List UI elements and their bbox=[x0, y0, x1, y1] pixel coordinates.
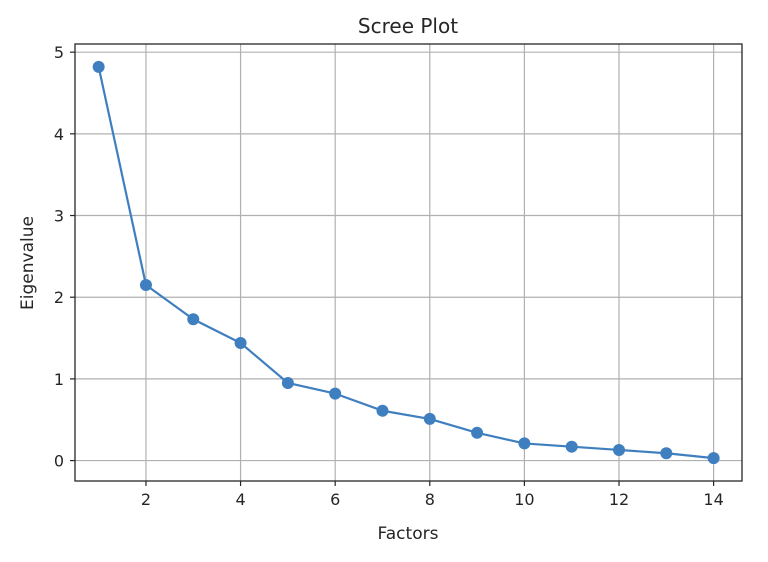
y-tick-label: 4 bbox=[54, 125, 64, 144]
data-point-marker bbox=[707, 452, 720, 465]
data-point-marker bbox=[376, 404, 389, 417]
data-point-marker bbox=[92, 60, 105, 73]
grid-layer bbox=[75, 44, 742, 481]
y-tick-label: 1 bbox=[54, 370, 64, 389]
data-point-marker bbox=[660, 447, 673, 460]
data-point-marker bbox=[471, 426, 484, 439]
x-tick-label: 12 bbox=[609, 490, 629, 509]
data-point-marker bbox=[518, 437, 531, 450]
data-point-marker bbox=[613, 443, 626, 456]
y-tick-label: 0 bbox=[54, 452, 64, 471]
x-tick-label: 14 bbox=[703, 490, 723, 509]
y-axis-title: Eigenvalue bbox=[18, 216, 38, 310]
series-layer bbox=[92, 60, 720, 465]
x-tick-label: 4 bbox=[235, 490, 245, 509]
data-point-marker bbox=[281, 376, 294, 389]
y-tick-label: 3 bbox=[54, 207, 64, 226]
chart-title: Scree Plot bbox=[358, 14, 458, 38]
x-axis-title: Factors bbox=[378, 524, 439, 544]
data-point-marker bbox=[423, 412, 436, 425]
plot-frame bbox=[74, 43, 743, 482]
x-tick-label: 6 bbox=[330, 490, 340, 509]
x-tick-label: 2 bbox=[141, 490, 151, 509]
data-point-marker bbox=[329, 387, 342, 400]
series-line bbox=[97, 66, 714, 460]
data-point-marker bbox=[565, 440, 578, 453]
data-point-marker bbox=[139, 278, 152, 291]
data-point-marker bbox=[187, 313, 200, 326]
y-tick-label: 5 bbox=[54, 43, 64, 62]
x-tick-label: 10 bbox=[514, 490, 534, 509]
data-point-marker bbox=[234, 336, 247, 349]
y-tick-label: 2 bbox=[54, 288, 64, 307]
x-tick-label: 8 bbox=[425, 490, 435, 509]
